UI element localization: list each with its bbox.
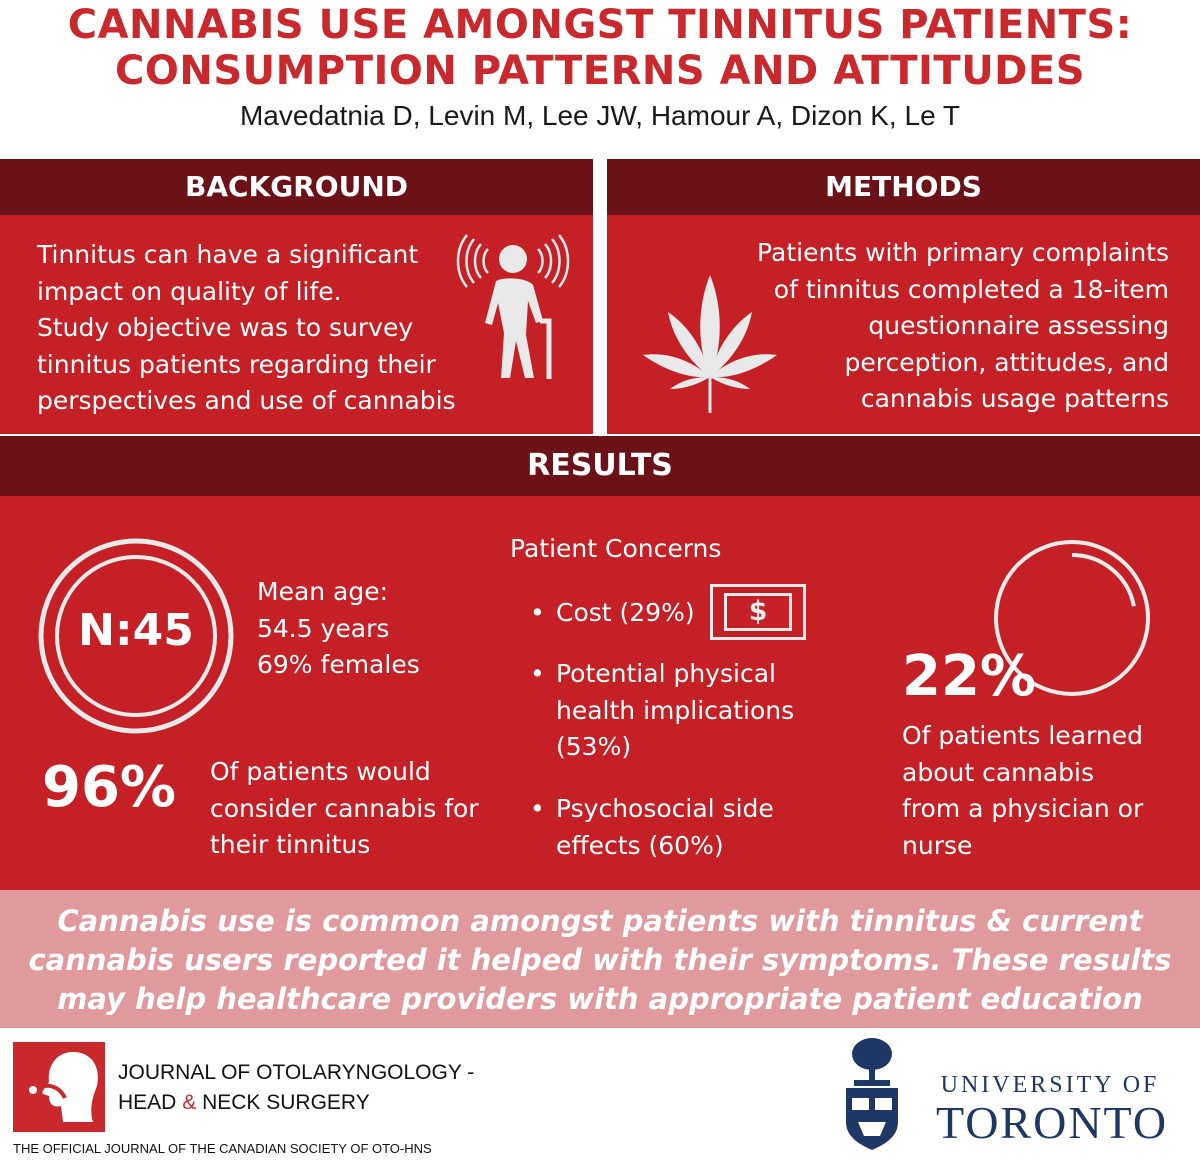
background-heading: BACKGROUND bbox=[0, 159, 593, 215]
conclusion-line: cannabis users reported it helped with t… bbox=[28, 943, 1172, 977]
dollar-sign: $ bbox=[724, 593, 792, 631]
background-panel: Tinnitus can have a significant impact o… bbox=[0, 215, 593, 434]
methods-line: of tinnitus completed a 18-item bbox=[773, 274, 1169, 304]
learned-line: Of patients learned bbox=[902, 721, 1143, 750]
journal-subtitle: THE OFFICIAL JOURNAL OF THE CANADIAN SOC… bbox=[13, 1141, 432, 1156]
concern-item: Potential physical health implications (… bbox=[530, 656, 795, 766]
sample-size: N:45 bbox=[78, 605, 194, 656]
concern-line: Psychosocial side bbox=[556, 794, 774, 823]
elderly-person-with-tinnitus-icon bbox=[456, 234, 570, 379]
learned-text: Of patients learned about cannabis from … bbox=[902, 718, 1143, 864]
learned-line: about cannabis bbox=[902, 757, 1094, 787]
methods-line: questionnaire assessing bbox=[868, 311, 1169, 340]
consider-line: consider cannabis for bbox=[210, 793, 479, 823]
mean-age-value: 54.5 years bbox=[257, 613, 390, 643]
head-profile-icon bbox=[29, 1052, 98, 1122]
authors: Mavedatnia D, Levin M, Lee JW, Hamour A,… bbox=[239, 100, 961, 131]
title-line-1: CANNABIS USE AMONGST TINNITUS PATIENTS: bbox=[67, 2, 1133, 48]
journal-logo bbox=[13, 1042, 105, 1132]
dollar-bill-icon: $ bbox=[710, 584, 806, 640]
journal-head: HEAD bbox=[118, 1091, 177, 1114]
background-line: Study objective was to survey bbox=[37, 313, 414, 342]
journal-line-1: JOURNAL OF OTOLARYNGOLOGY - bbox=[118, 1061, 475, 1084]
background-line: perspectives and use of cannabis bbox=[37, 386, 456, 415]
results-heading: RESULTS bbox=[0, 436, 1200, 496]
concern-line: Potential physical bbox=[556, 659, 776, 688]
learned-percent: 22% bbox=[902, 644, 1037, 709]
methods-panel: Patients with primary complaints of tinn… bbox=[607, 215, 1200, 434]
sample-size-circle bbox=[38, 538, 234, 734]
methods-text: Patients with primary complaints of tinn… bbox=[757, 235, 1169, 418]
consider-line: their tinnitus bbox=[210, 830, 371, 859]
title-line-2: CONSUMPTION PATTERNS AND ATTITUDES bbox=[114, 48, 1086, 94]
conclusion-line: may help healthcare providers with appro… bbox=[57, 982, 1143, 1016]
journal-ampersand: & bbox=[182, 1091, 197, 1114]
university-toronto: TORONTO bbox=[935, 1097, 1169, 1148]
pie-slice bbox=[1071, 553, 1136, 607]
university-crest-icon bbox=[846, 1038, 898, 1150]
methods-line: perception, attitudes, and bbox=[844, 347, 1169, 377]
journal-line-2: HEAD & NECK SURGERY bbox=[118, 1088, 474, 1118]
concern-line: effects (60%) bbox=[556, 830, 724, 860]
learned-pie-chart bbox=[994, 540, 1150, 696]
concern-item: Psychosocial side effects (60%) bbox=[530, 791, 774, 864]
learned-line: nurse bbox=[902, 830, 973, 860]
consider-line: Of patients would bbox=[210, 757, 431, 786]
consider-percent: 96% bbox=[42, 755, 177, 820]
demographics: Mean age: 54.5 years 69% females bbox=[257, 574, 420, 684]
concern-item: Cost (29%) bbox=[530, 595, 695, 632]
methods-heading: METHODS bbox=[607, 159, 1200, 215]
learned-line: from a physician or bbox=[902, 794, 1144, 823]
university-of: UNIVERSITY OF bbox=[940, 1072, 1160, 1098]
cannabis-leaf-icon bbox=[643, 275, 777, 413]
methods-line: cannabis usage patterns bbox=[860, 384, 1169, 413]
background-line: tinnitus patients regarding their bbox=[37, 349, 436, 379]
results-panel: N:45 Mean age: 54.5 years 69% females 96… bbox=[0, 496, 1200, 890]
conclusion-panel: Cannabis use is common amongst patients … bbox=[0, 890, 1200, 1028]
concern-line: health implications bbox=[556, 695, 795, 725]
concerns-title: Patient Concerns bbox=[510, 534, 722, 563]
consider-text: Of patients would consider cannabis for … bbox=[210, 754, 479, 864]
female-percent: 69% females bbox=[257, 650, 420, 679]
methods-line: Patients with primary complaints bbox=[757, 238, 1169, 267]
background-line: impact on quality of life. bbox=[37, 276, 342, 306]
journal-name: JOURNAL OF OTOLARYNGOLOGY - HEAD & NECK … bbox=[118, 1058, 474, 1118]
concern-line: (53%) bbox=[556, 732, 632, 761]
journal-neck-surgery: NECK SURGERY bbox=[202, 1091, 370, 1114]
concern-cost: Cost (29%) bbox=[556, 598, 695, 627]
background-line: Tinnitus can have a significant bbox=[37, 240, 419, 269]
mean-age-label: Mean age: bbox=[257, 577, 389, 606]
conclusion-line: Cannabis use is common amongst patients … bbox=[57, 904, 1143, 938]
background-text: Tinnitus can have a significant impact o… bbox=[37, 237, 456, 420]
